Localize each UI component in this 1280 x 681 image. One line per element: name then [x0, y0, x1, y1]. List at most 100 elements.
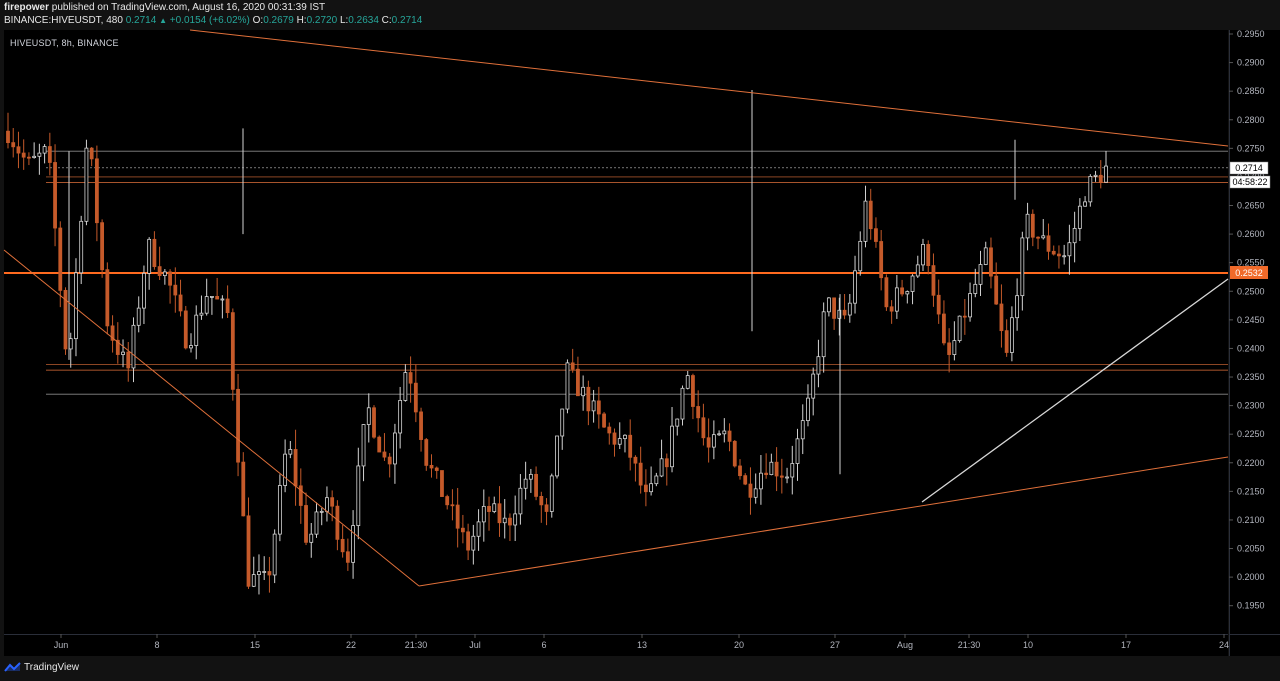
price-axis[interactable]	[1229, 30, 1280, 634]
candle-body	[230, 312, 235, 390]
quote-low-label: L:	[339, 15, 349, 26]
candle-body	[544, 504, 549, 512]
candle-body	[691, 375, 695, 407]
candle-body	[319, 510, 324, 513]
candle-body	[847, 302, 852, 316]
candle-body	[633, 456, 638, 464]
tradingview-brand[interactable]: TradingView	[24, 662, 80, 673]
candle-body	[314, 511, 319, 535]
candle-body	[335, 505, 340, 540]
candle-body	[628, 434, 633, 458]
candle-body	[131, 324, 136, 369]
candle-body	[947, 342, 952, 355]
candle-body	[194, 314, 199, 346]
candle-body	[596, 400, 601, 415]
candle-body	[942, 313, 946, 344]
publisher-name[interactable]: firepower	[4, 2, 50, 13]
candle-body	[879, 241, 884, 279]
candle-body	[366, 407, 371, 425]
candle-body	[445, 496, 450, 506]
candle-body	[37, 152, 42, 157]
quote-close-label: C:	[381, 15, 392, 26]
candle-body	[345, 551, 350, 563]
candle-body	[387, 456, 392, 465]
candle-body	[241, 461, 246, 517]
candle-body	[748, 483, 753, 498]
candle-body	[743, 475, 748, 485]
candle-body	[293, 449, 298, 487]
candle-body	[826, 297, 831, 313]
candle-body	[466, 531, 471, 551]
publish-info: firepower published on TradingView.com, …	[4, 2, 325, 13]
candle-body	[602, 413, 606, 428]
candle-body	[638, 462, 643, 486]
time-axis[interactable]	[4, 634, 1228, 657]
candle-body	[89, 147, 94, 160]
tradingview-logo-icon[interactable]	[4, 661, 22, 673]
candle-body	[251, 574, 256, 587]
candle-body	[769, 461, 774, 476]
candle-body	[340, 538, 345, 553]
candle-body	[325, 497, 329, 512]
candle-body	[121, 351, 125, 355]
candle-body	[989, 247, 993, 277]
candle-body	[225, 298, 230, 314]
candle-body	[1093, 174, 1098, 177]
up-arrow-icon: ▲	[159, 16, 168, 25]
candle-body	[246, 515, 251, 587]
candle-body	[398, 400, 403, 434]
candle-body	[800, 420, 805, 440]
candle-body	[236, 388, 240, 463]
descending-trendline[interactable]	[3, 249, 420, 587]
candle-body	[361, 424, 366, 467]
candle-body	[549, 475, 554, 512]
candle-body	[675, 418, 680, 427]
candle-body	[440, 470, 444, 497]
candle-body	[994, 275, 999, 305]
candle-body	[1004, 330, 1009, 353]
candle-body	[79, 220, 84, 274]
candle-body	[513, 513, 518, 526]
candle-body	[94, 158, 99, 224]
candle-body	[1083, 201, 1087, 207]
candle-body	[1015, 295, 1020, 319]
candle-body	[450, 504, 455, 507]
candle-body	[210, 296, 214, 298]
candle-body	[502, 517, 507, 524]
candle-body	[1062, 255, 1067, 258]
candle-body	[157, 266, 162, 276]
candle-body	[351, 525, 355, 563]
candle-body	[706, 437, 711, 448]
candle-body	[753, 488, 758, 498]
white-uptrend-line[interactable]	[921, 278, 1229, 503]
candle-body	[382, 451, 387, 458]
candle-body	[649, 483, 654, 493]
candle-body	[732, 440, 737, 467]
candle-body	[429, 465, 434, 469]
candle-body	[560, 408, 565, 437]
candle-body	[607, 426, 612, 434]
candle-body	[152, 238, 157, 268]
candle-body	[727, 430, 732, 442]
candle-body	[309, 533, 314, 543]
candle-body	[168, 271, 172, 286]
candle-body	[853, 270, 857, 304]
lower-support-trendline[interactable]	[418, 456, 1229, 587]
candle-body	[403, 372, 408, 401]
candle-body	[21, 152, 26, 158]
candle-body	[957, 315, 962, 342]
candle-body	[377, 436, 382, 453]
candle-body	[173, 284, 178, 296]
candle-body	[894, 287, 899, 312]
upper-resistance-trendline[interactable]	[189, 29, 1229, 147]
candle-body	[670, 425, 674, 468]
candle-body	[523, 478, 528, 489]
candle-body	[413, 382, 418, 413]
trend-lines	[3, 29, 1229, 587]
candle-body	[858, 240, 863, 272]
candle-body	[999, 303, 1004, 332]
chart-pane[interactable]	[4, 30, 1228, 634]
candle-body	[811, 373, 816, 399]
candle-body	[115, 339, 120, 355]
